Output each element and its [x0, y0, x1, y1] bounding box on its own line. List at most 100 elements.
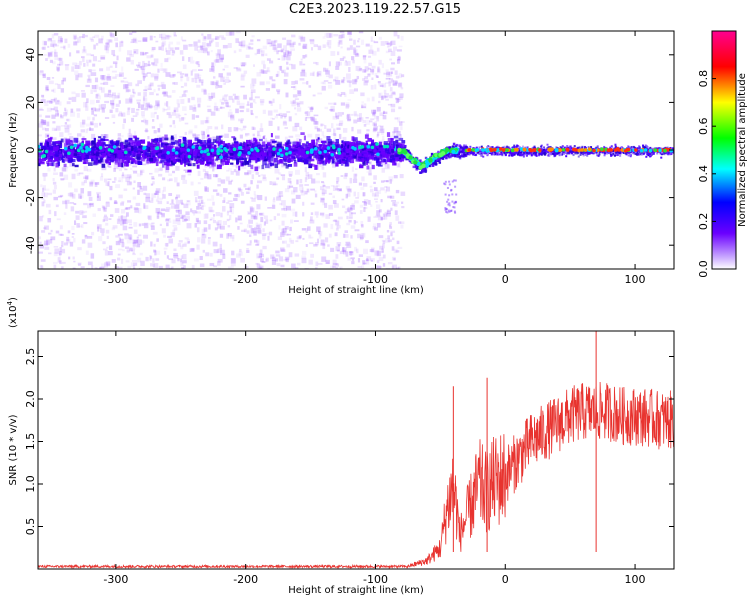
spectrogram-noise-cell [354, 113, 359, 117]
spectrogram-noise-cell [332, 259, 337, 265]
spectrogram-noise-cell [379, 157, 382, 163]
spectrogram-noise-cell [117, 248, 123, 251]
spectrogram-noise-cell [389, 195, 395, 199]
spectrogram-core-cell [49, 155, 54, 159]
spectrogram-noise-cell [250, 228, 255, 234]
spectrogram-core-cell [218, 136, 222, 141]
spectrogram-noise-cell [111, 70, 117, 73]
spectrogram-noise-cell [152, 63, 158, 67]
spectrogram-noise-cell [266, 232, 270, 235]
spectrogram-noise-cell [257, 223, 262, 229]
spectrogram-noise-cell [282, 241, 285, 244]
spectrogram-noise-cell [138, 61, 141, 66]
spectrogram-noise-cell [205, 116, 210, 120]
spectrogram-noise-cell [290, 100, 295, 104]
spectrogram-noise-cell [66, 124, 72, 128]
spectrogram-noise-cell [382, 243, 385, 249]
spectrogram-noise-cell [53, 172, 58, 175]
spectrogram-noise-cell [151, 193, 156, 198]
spectrogram-noise-cell [139, 185, 143, 190]
spectrogram-core-cell [396, 142, 401, 146]
spectrogram-noise-cell [164, 139, 169, 142]
spectrogram-noise-cell [122, 84, 128, 90]
spectrogram-noise-cell [150, 263, 153, 267]
spectrogram-noise-cell [87, 242, 93, 248]
spectrogram-core-cell [342, 141, 345, 146]
spectrogram-noise-cell [369, 188, 374, 193]
spectrogram-noise-cell [61, 266, 64, 269]
spectrogram-core-cell [154, 156, 160, 162]
spectrogram-core-cell [227, 156, 230, 161]
spectrogram-noise-cell [45, 115, 51, 118]
spectrogram-noise-cell [299, 143, 304, 147]
spectrogram-noise-cell [269, 44, 273, 47]
spectrogram-noise-cell [149, 92, 154, 96]
spectrogram-noise-cell [201, 234, 207, 239]
spectrogram-noise-cell [392, 80, 398, 86]
spectrogram-noise-cell [171, 50, 176, 54]
spectrogram-core-cell [132, 149, 136, 153]
spectrogram-core-cell [65, 140, 71, 144]
spectrogram-bright-cell [385, 144, 390, 149]
spectrogram-core-cell [370, 149, 374, 154]
spectrogram-noise-cell [99, 266, 105, 269]
spectrogram-noise-cell [268, 100, 273, 104]
spectrogram-noise-cell [336, 267, 342, 269]
spectrogram-noise-cell [105, 261, 111, 266]
spectrogram-noise-cell [265, 140, 271, 142]
spectrogram-noise-cell [151, 126, 156, 129]
spectrogram-noise-cell [77, 73, 83, 78]
spectrogram-noise-cell [369, 185, 373, 188]
spectrogram-core-cell [292, 144, 296, 148]
spectrogram-core-cell [194, 156, 197, 162]
spectrogram-noise-cell [374, 73, 378, 77]
spectrogram-noise-cell [91, 123, 94, 126]
spectrogram-noise-cell [84, 235, 88, 239]
spectrogram-noise-cell [357, 129, 362, 134]
spectrogram-noise-cell [292, 94, 298, 98]
spectrogram-noise-cell [315, 133, 320, 139]
spectrogram-noise-cell [53, 246, 59, 248]
spectrogram-noise-cell [201, 88, 206, 93]
spectrogram-noise-cell [161, 190, 164, 196]
spectrogram-noise-cell [88, 76, 91, 81]
spectrogram-noise-cell [278, 112, 283, 116]
spectrogram-core-cell [139, 150, 144, 154]
spectrogram-noise-cell [361, 104, 364, 109]
spectrogram-noise-cell [236, 100, 240, 106]
spectrogram-noise-cell [64, 107, 67, 112]
spectrogram-noise-cell [321, 189, 327, 195]
spectrogram-noise-cell [168, 44, 171, 50]
spectrogram-noise-cell [110, 33, 115, 38]
spectrogram-noise-cell [107, 178, 112, 181]
spectrogram-noise-cell [134, 39, 138, 44]
spectrogram-core-cell [89, 142, 93, 146]
spectrogram-noise-cell [190, 181, 194, 186]
spectrogram-noise-cell [335, 112, 338, 118]
spectrogram-noise-cell [44, 101, 49, 107]
spectrogram-noise-cell [255, 243, 259, 246]
spectrogram-noise-cell [235, 38, 239, 44]
spectrogram-noise-cell [184, 113, 187, 116]
spectrogram-noise-cell [79, 195, 82, 199]
spectrogram-core-cell [96, 146, 99, 150]
spectrogram-noise-cell [144, 85, 148, 92]
spectrogram-noise-cell [150, 241, 153, 247]
spectrogram-noise-cell [163, 108, 168, 111]
spectrogram-noise-cell [197, 39, 201, 43]
spectrogram-noise-cell [85, 59, 91, 63]
spectrogram-core-cell [374, 146, 379, 150]
spectrogram-noise-cell [382, 263, 386, 267]
spectrogram-noise-cell [109, 197, 113, 201]
spectrogram-noise-cell [141, 115, 145, 118]
spectrogram-noise-cell [372, 112, 376, 116]
spectrogram-noise-cell [396, 59, 400, 64]
spectrogram-core-cell [224, 143, 228, 147]
spectrogram-noise-cell [79, 210, 84, 215]
spectrogram-noise-cell [266, 67, 270, 72]
spectrogram-core-cell [391, 149, 395, 153]
spectrogram-noise-cell [201, 238, 206, 244]
spectrogram-noise-cell [284, 233, 289, 236]
spectrogram-noise-cell [346, 114, 350, 120]
spectrogram-core-cell [350, 155, 354, 159]
